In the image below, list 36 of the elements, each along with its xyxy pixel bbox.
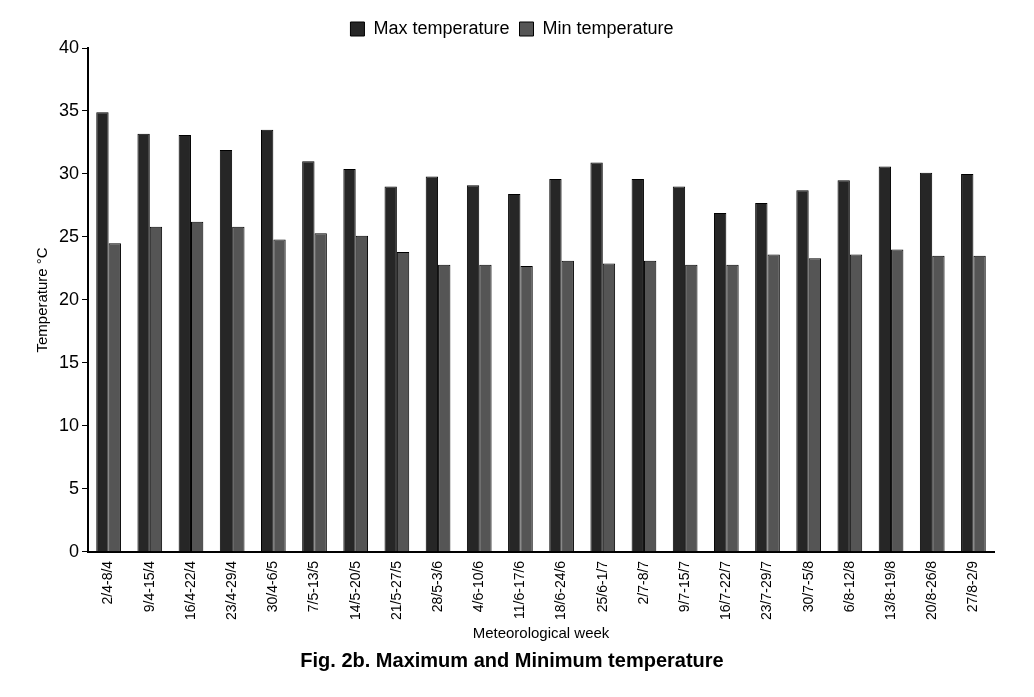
x-tick-label: 2/7-8/7 <box>634 560 651 605</box>
x-tick-label: 18/6-24/6 <box>552 560 569 621</box>
x-tick-label: 27/8-2/9 <box>964 560 981 613</box>
x-tick-label: 16/4-22/4 <box>181 560 198 621</box>
y-tick-label: 40 <box>58 36 80 57</box>
x-tick-label: 23/4-29/4 <box>223 560 240 621</box>
y-tick-label: 25 <box>58 225 80 246</box>
legend-label: Min temperature <box>542 17 674 38</box>
x-axis-title: Meteorological week <box>472 624 610 642</box>
x-tick-label: 23/7-29/7 <box>758 560 775 621</box>
x-tick-label: 16/7-22/7 <box>717 560 734 621</box>
x-tick-label: 7/5-13/5 <box>305 560 322 613</box>
text: Fig. 2b. Maximum and Minimum temperature <box>300 648 724 671</box>
x-tick-label: 21/5-27/5 <box>387 560 404 621</box>
x-tick-label: 2/4-8/4 <box>99 560 116 605</box>
x-tick-label: 13/8-19/8 <box>881 560 898 621</box>
y-tick-label: 20 <box>58 288 80 309</box>
y-tick-label: 15 <box>58 351 80 372</box>
x-tick-label: 28/5-3/6 <box>428 560 445 613</box>
x-tick-label: 25/6-1/7 <box>593 560 610 613</box>
y-tick-label: 5 <box>69 477 80 498</box>
x-tick-label: 30/4-6/5 <box>264 560 281 613</box>
y-tick-label: 0 <box>69 540 80 561</box>
y-tick-label: 30 <box>58 162 80 183</box>
x-tick-label: 20/8-26/8 <box>923 560 940 621</box>
x-tick-label: 9/7-15/7 <box>676 560 692 613</box>
x-tick-label: 14/5-20/5 <box>346 560 363 621</box>
legend-label: Max temperature <box>373 17 510 38</box>
x-tick-label: 4/6-10/6 <box>470 560 487 613</box>
x-tick-label: 11/6-17/6 <box>511 560 528 619</box>
y-tick-label: 10 <box>58 414 80 435</box>
y-tick-label: 35 <box>58 99 80 120</box>
y-axis-title: Temperature °C <box>33 247 51 353</box>
x-tick-label: 9/4-15/4 <box>140 560 157 613</box>
x-tick-label: 6/8-12/8 <box>840 560 857 613</box>
x-tick-label: 30/7-5/8 <box>799 560 816 613</box>
